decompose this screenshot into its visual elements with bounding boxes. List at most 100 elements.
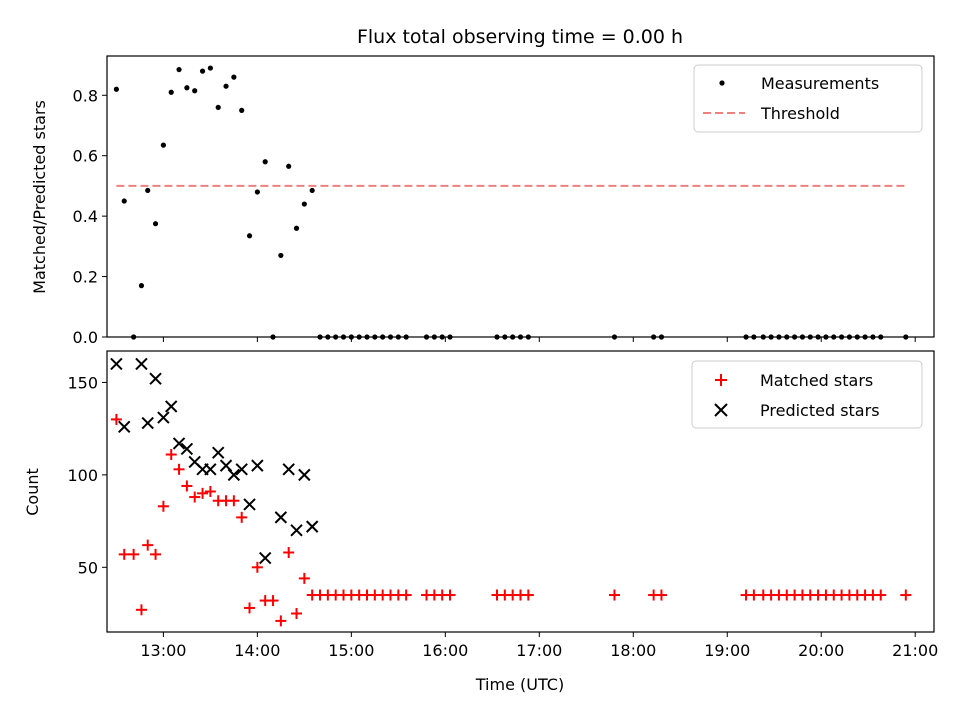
measurement-point xyxy=(784,334,790,340)
matched-star-marker xyxy=(655,589,667,601)
matched-star-marker xyxy=(244,602,256,614)
measurement-point xyxy=(799,334,806,340)
predicted-star-marker xyxy=(118,420,131,434)
top-y-axis-label: Matched/Predicted stars xyxy=(30,100,49,294)
predicted-star-marker xyxy=(282,463,295,476)
matched-star-marker xyxy=(173,463,185,475)
top-legend-box xyxy=(693,64,923,133)
predicted-star-marker xyxy=(235,463,248,476)
measurement-point xyxy=(356,334,362,340)
measurement-point xyxy=(333,334,339,340)
measurement-point xyxy=(254,189,260,195)
predicted-stars-series xyxy=(110,357,319,565)
legend-threshold-label: Threshold xyxy=(760,104,840,123)
matched-star-marker xyxy=(608,589,620,601)
matched-star-marker xyxy=(251,561,263,573)
x-tick-label: 13:00 xyxy=(140,641,186,660)
measurement-point xyxy=(854,334,860,340)
measurement-point xyxy=(387,334,394,340)
matched-star-marker xyxy=(400,589,412,601)
measurement-point xyxy=(807,334,813,340)
x-tick-label: 21:00 xyxy=(892,641,938,660)
predicted-star-marker xyxy=(110,357,123,371)
measurement-point xyxy=(502,334,508,340)
matched-star-marker xyxy=(157,500,169,512)
measurement-point xyxy=(494,334,500,340)
matched-star-marker xyxy=(135,604,147,616)
predicted-star-marker xyxy=(298,468,311,482)
matched-star-marker xyxy=(181,480,193,492)
bottom-y-tick-label: 100 xyxy=(67,466,98,485)
x-tick-label: 19:00 xyxy=(704,641,750,660)
predicted-star-marker xyxy=(180,442,194,456)
matched-star-marker xyxy=(110,413,122,425)
matched-star-marker xyxy=(204,486,216,497)
measurement-point xyxy=(152,221,159,227)
measurement-point xyxy=(207,65,213,71)
legend-matched-label: Matched stars xyxy=(760,371,873,390)
measurement-point xyxy=(317,334,323,340)
measurement-point xyxy=(903,334,909,340)
measurement-point xyxy=(751,334,757,340)
matched-star-marker xyxy=(150,548,162,560)
measurement-point xyxy=(168,89,174,95)
top-y-tick-label: 0.6 xyxy=(73,147,98,166)
measurement-point xyxy=(113,86,119,92)
bottom-y-ticks: 50 100 150 xyxy=(67,373,107,577)
measurement-point xyxy=(325,334,331,340)
x-tick-label: 15:00 xyxy=(328,641,374,660)
predicted-star-marker xyxy=(172,437,186,450)
predicted-star-marker xyxy=(165,400,178,413)
predicted-star-marker xyxy=(305,520,319,533)
measurements-series xyxy=(113,65,909,340)
bottom-x-ticks: 13:00 14:00 15:00 16:00 17:00 18:00 19:00 20:00… xyxy=(140,632,938,660)
measurement-point xyxy=(286,163,292,169)
measurement-point xyxy=(145,187,151,194)
bottom-legend-box xyxy=(691,360,923,429)
measurement-point xyxy=(423,334,430,340)
measurement-point xyxy=(403,334,409,340)
measurement-point xyxy=(439,334,445,340)
measurement-point xyxy=(760,334,766,340)
predicted-star-marker xyxy=(251,459,264,472)
measurement-point xyxy=(611,334,618,340)
measurement-point xyxy=(192,88,198,94)
measurement-point xyxy=(380,334,386,340)
measurement-point xyxy=(246,233,253,239)
measurement-point xyxy=(823,334,829,340)
bottom-plot-frame xyxy=(106,350,935,633)
top-y-ticks: 0.0 0.2 0.4 0.6 0.8 xyxy=(73,86,107,347)
measurement-point xyxy=(293,225,300,231)
measurement-point xyxy=(846,334,853,340)
measurement-point xyxy=(215,104,221,110)
top-panel: 0.00.20.40.60.8 Matched/Predicted stars … xyxy=(30,55,935,347)
top-y-tick-label: 0.4 xyxy=(73,207,98,226)
measurement-point xyxy=(395,334,401,340)
measurement-point xyxy=(447,334,453,340)
x-tick-label: 16:00 xyxy=(422,641,468,660)
measurement-point xyxy=(743,334,749,340)
predicted-star-marker xyxy=(211,446,225,459)
chart-title: Flux total observing time = 0.00 h xyxy=(357,26,683,48)
predicted-star-marker xyxy=(274,511,288,524)
matched-star-marker xyxy=(267,595,279,607)
measurement-point xyxy=(223,83,229,89)
legend-matched-marker xyxy=(715,374,727,386)
matched-star-marker xyxy=(875,589,887,601)
matched-star-marker xyxy=(228,495,240,507)
measurement-point xyxy=(160,142,166,148)
measurement-point xyxy=(878,334,884,340)
top-y-tick-label: 0.2 xyxy=(73,268,98,287)
legend-measurements-marker xyxy=(719,80,725,86)
matched-star-marker xyxy=(275,615,287,627)
measurement-point xyxy=(231,74,237,80)
measurement-point xyxy=(510,334,516,340)
predicted-star-marker xyxy=(204,463,217,476)
matched-star-marker xyxy=(291,608,303,620)
measurement-point xyxy=(199,68,206,74)
matched-star-marker xyxy=(298,572,310,584)
top-y-tick-label: 0.0 xyxy=(73,328,98,347)
predicted-star-marker xyxy=(157,411,170,424)
matched-star-marker xyxy=(189,491,201,503)
